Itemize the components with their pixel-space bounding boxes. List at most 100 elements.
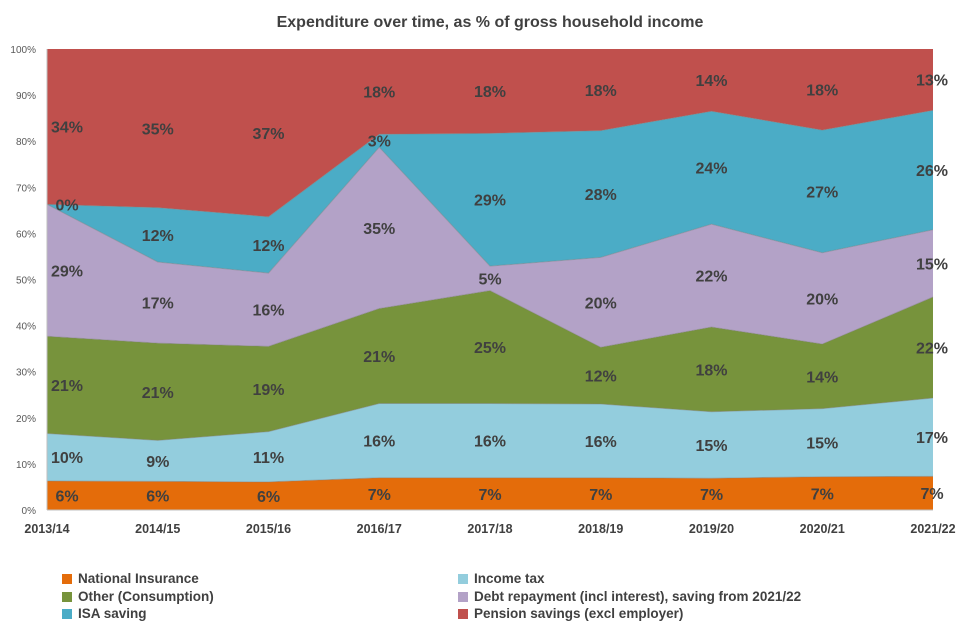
area-debt-repayment-incl-interest-saving-from-2021-22 bbox=[47, 147, 933, 348]
data-label: 6% bbox=[146, 489, 169, 506]
data-label: 22% bbox=[695, 269, 727, 286]
data-label: 35% bbox=[363, 221, 395, 238]
data-label: 12% bbox=[142, 228, 174, 245]
data-label: 18% bbox=[585, 83, 617, 100]
series-boundary-line bbox=[46, 109, 934, 218]
data-label: 5% bbox=[478, 271, 501, 288]
y-tick-label: 20% bbox=[16, 414, 36, 425]
data-label: 18% bbox=[363, 85, 395, 102]
legend-item-debt-repayment-incl-interest-saving-from-2021-22: Debt repayment (incl interest), saving f… bbox=[458, 589, 801, 604]
data-label: 21% bbox=[363, 349, 395, 366]
series-boundary-line bbox=[46, 475, 934, 483]
data-label: 7% bbox=[589, 487, 612, 504]
data-label: 0% bbox=[55, 197, 78, 214]
legend-swatch bbox=[458, 591, 468, 602]
legend-item-isa-saving: ISA saving bbox=[62, 606, 147, 621]
data-label: 10% bbox=[51, 450, 83, 467]
data-label: 7% bbox=[368, 487, 391, 504]
data-label: 16% bbox=[474, 434, 506, 451]
area-other-consumption bbox=[47, 290, 933, 441]
legend-label: ISA saving bbox=[78, 606, 147, 621]
data-label: 22% bbox=[916, 340, 948, 357]
chart-title: Expenditure over time, as % of gross hou… bbox=[277, 14, 704, 31]
data-label: 21% bbox=[51, 378, 83, 395]
x-tick-label: 2013/14 bbox=[24, 522, 69, 536]
x-tick-label: 2020/21 bbox=[800, 522, 845, 536]
y-tick-label: 30% bbox=[16, 368, 36, 379]
data-label: 19% bbox=[252, 382, 284, 399]
x-tick-label: 2014/15 bbox=[135, 522, 180, 536]
data-label: 16% bbox=[585, 434, 617, 451]
data-label: 7% bbox=[478, 487, 501, 504]
legend-label: National Insurance bbox=[78, 571, 199, 586]
series-boundary-line bbox=[46, 290, 934, 348]
legend-item-income-tax: Income tax bbox=[458, 571, 545, 586]
y-tick-label: 0% bbox=[22, 506, 37, 517]
data-label: 20% bbox=[806, 291, 838, 308]
data-label: 20% bbox=[585, 295, 617, 312]
data-label: 16% bbox=[363, 434, 395, 451]
y-tick-label: 50% bbox=[16, 276, 36, 287]
data-label: 26% bbox=[916, 163, 948, 180]
x-tick-label: 2019/20 bbox=[689, 522, 734, 536]
legend-item-other-consumption: Other (Consumption) bbox=[62, 589, 214, 604]
data-label: 15% bbox=[695, 438, 727, 455]
series-boundary-line bbox=[46, 146, 934, 274]
y-tick-label: 40% bbox=[16, 322, 36, 333]
area-income-tax bbox=[47, 397, 933, 482]
x-tick-label: 2016/17 bbox=[357, 522, 402, 536]
data-label: 14% bbox=[806, 369, 838, 386]
legend-swatch bbox=[458, 608, 468, 619]
data-label: 7% bbox=[920, 486, 943, 503]
area-pension-savings-excl-employer bbox=[47, 49, 933, 217]
data-label: 6% bbox=[55, 488, 78, 505]
legend-item-national-insurance: National Insurance bbox=[62, 571, 199, 586]
data-label: 34% bbox=[51, 120, 83, 137]
series-areas bbox=[46, 49, 934, 510]
y-tick-label: 100% bbox=[10, 45, 36, 56]
area-national-insurance bbox=[47, 476, 933, 510]
axes: 0% 10% 20% 30% 40% 50% 60% 70% 80% 90% 100% 2013/14… bbox=[10, 45, 955, 536]
data-label: 3% bbox=[368, 134, 391, 151]
data-label: 21% bbox=[142, 385, 174, 402]
data-label: 15% bbox=[806, 436, 838, 453]
data-label: 7% bbox=[700, 487, 723, 504]
legend-label: Pension savings (excl employer) bbox=[474, 606, 684, 621]
data-label: 37% bbox=[252, 126, 284, 143]
x-tick-label: 2018/19 bbox=[578, 522, 623, 536]
data-label: 25% bbox=[474, 340, 506, 357]
data-label: 17% bbox=[142, 296, 174, 313]
data-label: 29% bbox=[474, 193, 506, 210]
data-label: 28% bbox=[585, 187, 617, 204]
data-label: 18% bbox=[474, 84, 506, 101]
data-label: 6% bbox=[257, 489, 280, 506]
data-label: 9% bbox=[146, 454, 169, 471]
legend-swatch bbox=[62, 573, 72, 584]
legend-item-pension-savings-excl-employer: Pension savings (excl employer) bbox=[458, 606, 683, 621]
area-isa-saving bbox=[47, 110, 933, 274]
x-tick-label: 2017/18 bbox=[467, 522, 512, 536]
x-tick-label: 2015/16 bbox=[246, 522, 291, 536]
data-label: 27% bbox=[806, 184, 838, 201]
legend-label: Other (Consumption) bbox=[78, 589, 214, 604]
data-label: 35% bbox=[142, 121, 174, 138]
y-tick-label: 90% bbox=[16, 91, 36, 102]
data-label: 7% bbox=[811, 486, 834, 503]
data-label: 17% bbox=[916, 430, 948, 447]
legend-label: Debt repayment (incl interest), saving f… bbox=[474, 589, 802, 604]
y-tick-label: 60% bbox=[16, 229, 36, 240]
data-label: 13% bbox=[916, 73, 948, 90]
data-label: 11% bbox=[253, 450, 284, 467]
data-label: 12% bbox=[585, 369, 617, 386]
data-label: 18% bbox=[695, 362, 727, 379]
y-tick-label: 70% bbox=[16, 183, 36, 194]
data-label: 16% bbox=[252, 303, 284, 320]
data-label: 15% bbox=[916, 256, 948, 273]
data-label: 29% bbox=[51, 263, 83, 280]
legend-label: Income tax bbox=[474, 571, 545, 586]
data-label: 18% bbox=[806, 83, 838, 100]
y-tick-label: 10% bbox=[16, 460, 36, 471]
legend-swatch bbox=[62, 608, 72, 619]
y-tick-label: 80% bbox=[16, 137, 36, 148]
